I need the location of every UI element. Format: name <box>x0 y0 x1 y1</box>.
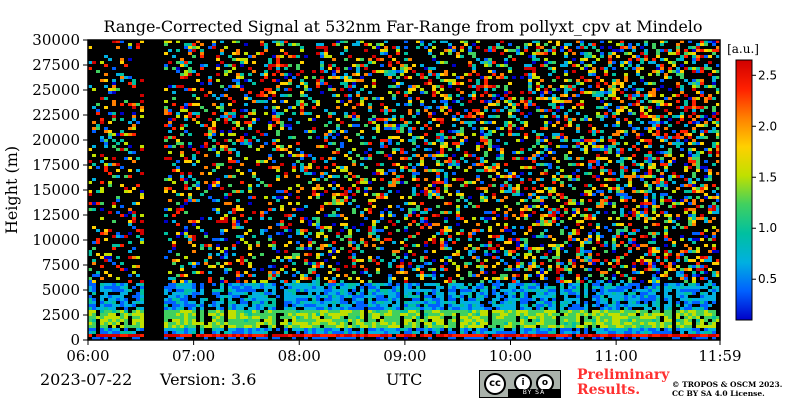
x-tick-label: 10:00 <box>489 347 532 365</box>
cc-icon: cc <box>484 373 506 395</box>
copyright-line-1: © TROPOS & OSCM 2023. <box>672 380 783 389</box>
y-axis-label: Height (m) <box>2 146 21 234</box>
x-tick-label: 06:00 <box>66 347 109 365</box>
y-axis: 0 2500 5000 7500 10000 12500 15000 17500 20000 22… <box>32 31 88 349</box>
y-tick-label: 12500 <box>32 206 80 224</box>
x-tick-label: 09:00 <box>383 347 426 365</box>
chart-title: Range-Corrected Signal at 532nm Far-Rang… <box>103 17 702 36</box>
copyright-note: © TROPOS & OSCM 2023. CC BY SA 4.0 Licen… <box>672 380 782 398</box>
cc-license-bar: BY SA <box>508 389 560 397</box>
version-label: Version: 3.6 <box>160 370 257 389</box>
y-tick-label: 27500 <box>32 56 80 74</box>
copyright-line-2: CC BY SA 4.0 License. <box>672 389 765 398</box>
x-axis: 06:00 07:00 08:00 09:00 10:00 11:00 11:59 <box>66 340 742 365</box>
x-axis-unit-label: UTC <box>386 370 423 389</box>
y-tick-label: 10000 <box>32 231 80 249</box>
preliminary-results-note: Preliminary Results. <box>577 368 669 398</box>
x-tick-label: 11:00 <box>595 347 638 365</box>
share-alike-icon: o <box>536 374 554 392</box>
y-tick-label: 5000 <box>42 281 80 299</box>
x-tick-label: 11:59 <box>698 347 741 365</box>
date-label: 2023-07-22 <box>40 370 133 389</box>
colorbar: 0.5 1.0 1.5 2.0 2.5 <box>735 59 777 321</box>
y-tick-label: 2500 <box>42 306 80 324</box>
y-tick-label: 7500 <box>42 256 80 274</box>
colorbar-tick-label: 1.0 <box>758 221 777 235</box>
preliminary-line-2: Results. <box>577 382 641 398</box>
x-tick-label: 08:00 <box>278 347 321 365</box>
colorbar-label: [a.u.] <box>727 42 759 56</box>
colorbar-tick-label: 2.5 <box>758 68 777 82</box>
y-tick-label: 22500 <box>32 106 80 124</box>
colorbar-tick-label: 0.5 <box>758 272 777 286</box>
y-tick-label: 17500 <box>32 156 80 174</box>
cc-license-badge[interactable]: cc i o BY SA <box>479 370 561 398</box>
preliminary-line-1: Preliminary <box>577 367 670 383</box>
y-tick-label: 30000 <box>32 31 80 49</box>
colorbar-tick-label: 1.5 <box>758 170 777 184</box>
y-tick-label: 0 <box>70 331 80 349</box>
y-tick-label: 20000 <box>32 131 80 149</box>
heatmap-plot-area <box>88 40 720 340</box>
x-tick-label: 07:00 <box>172 347 215 365</box>
y-tick-label: 25000 <box>32 81 80 99</box>
colorbar-tick-label: 2.0 <box>758 119 777 133</box>
colorbar-scale <box>735 59 753 321</box>
y-tick-label: 15000 <box>32 181 80 199</box>
